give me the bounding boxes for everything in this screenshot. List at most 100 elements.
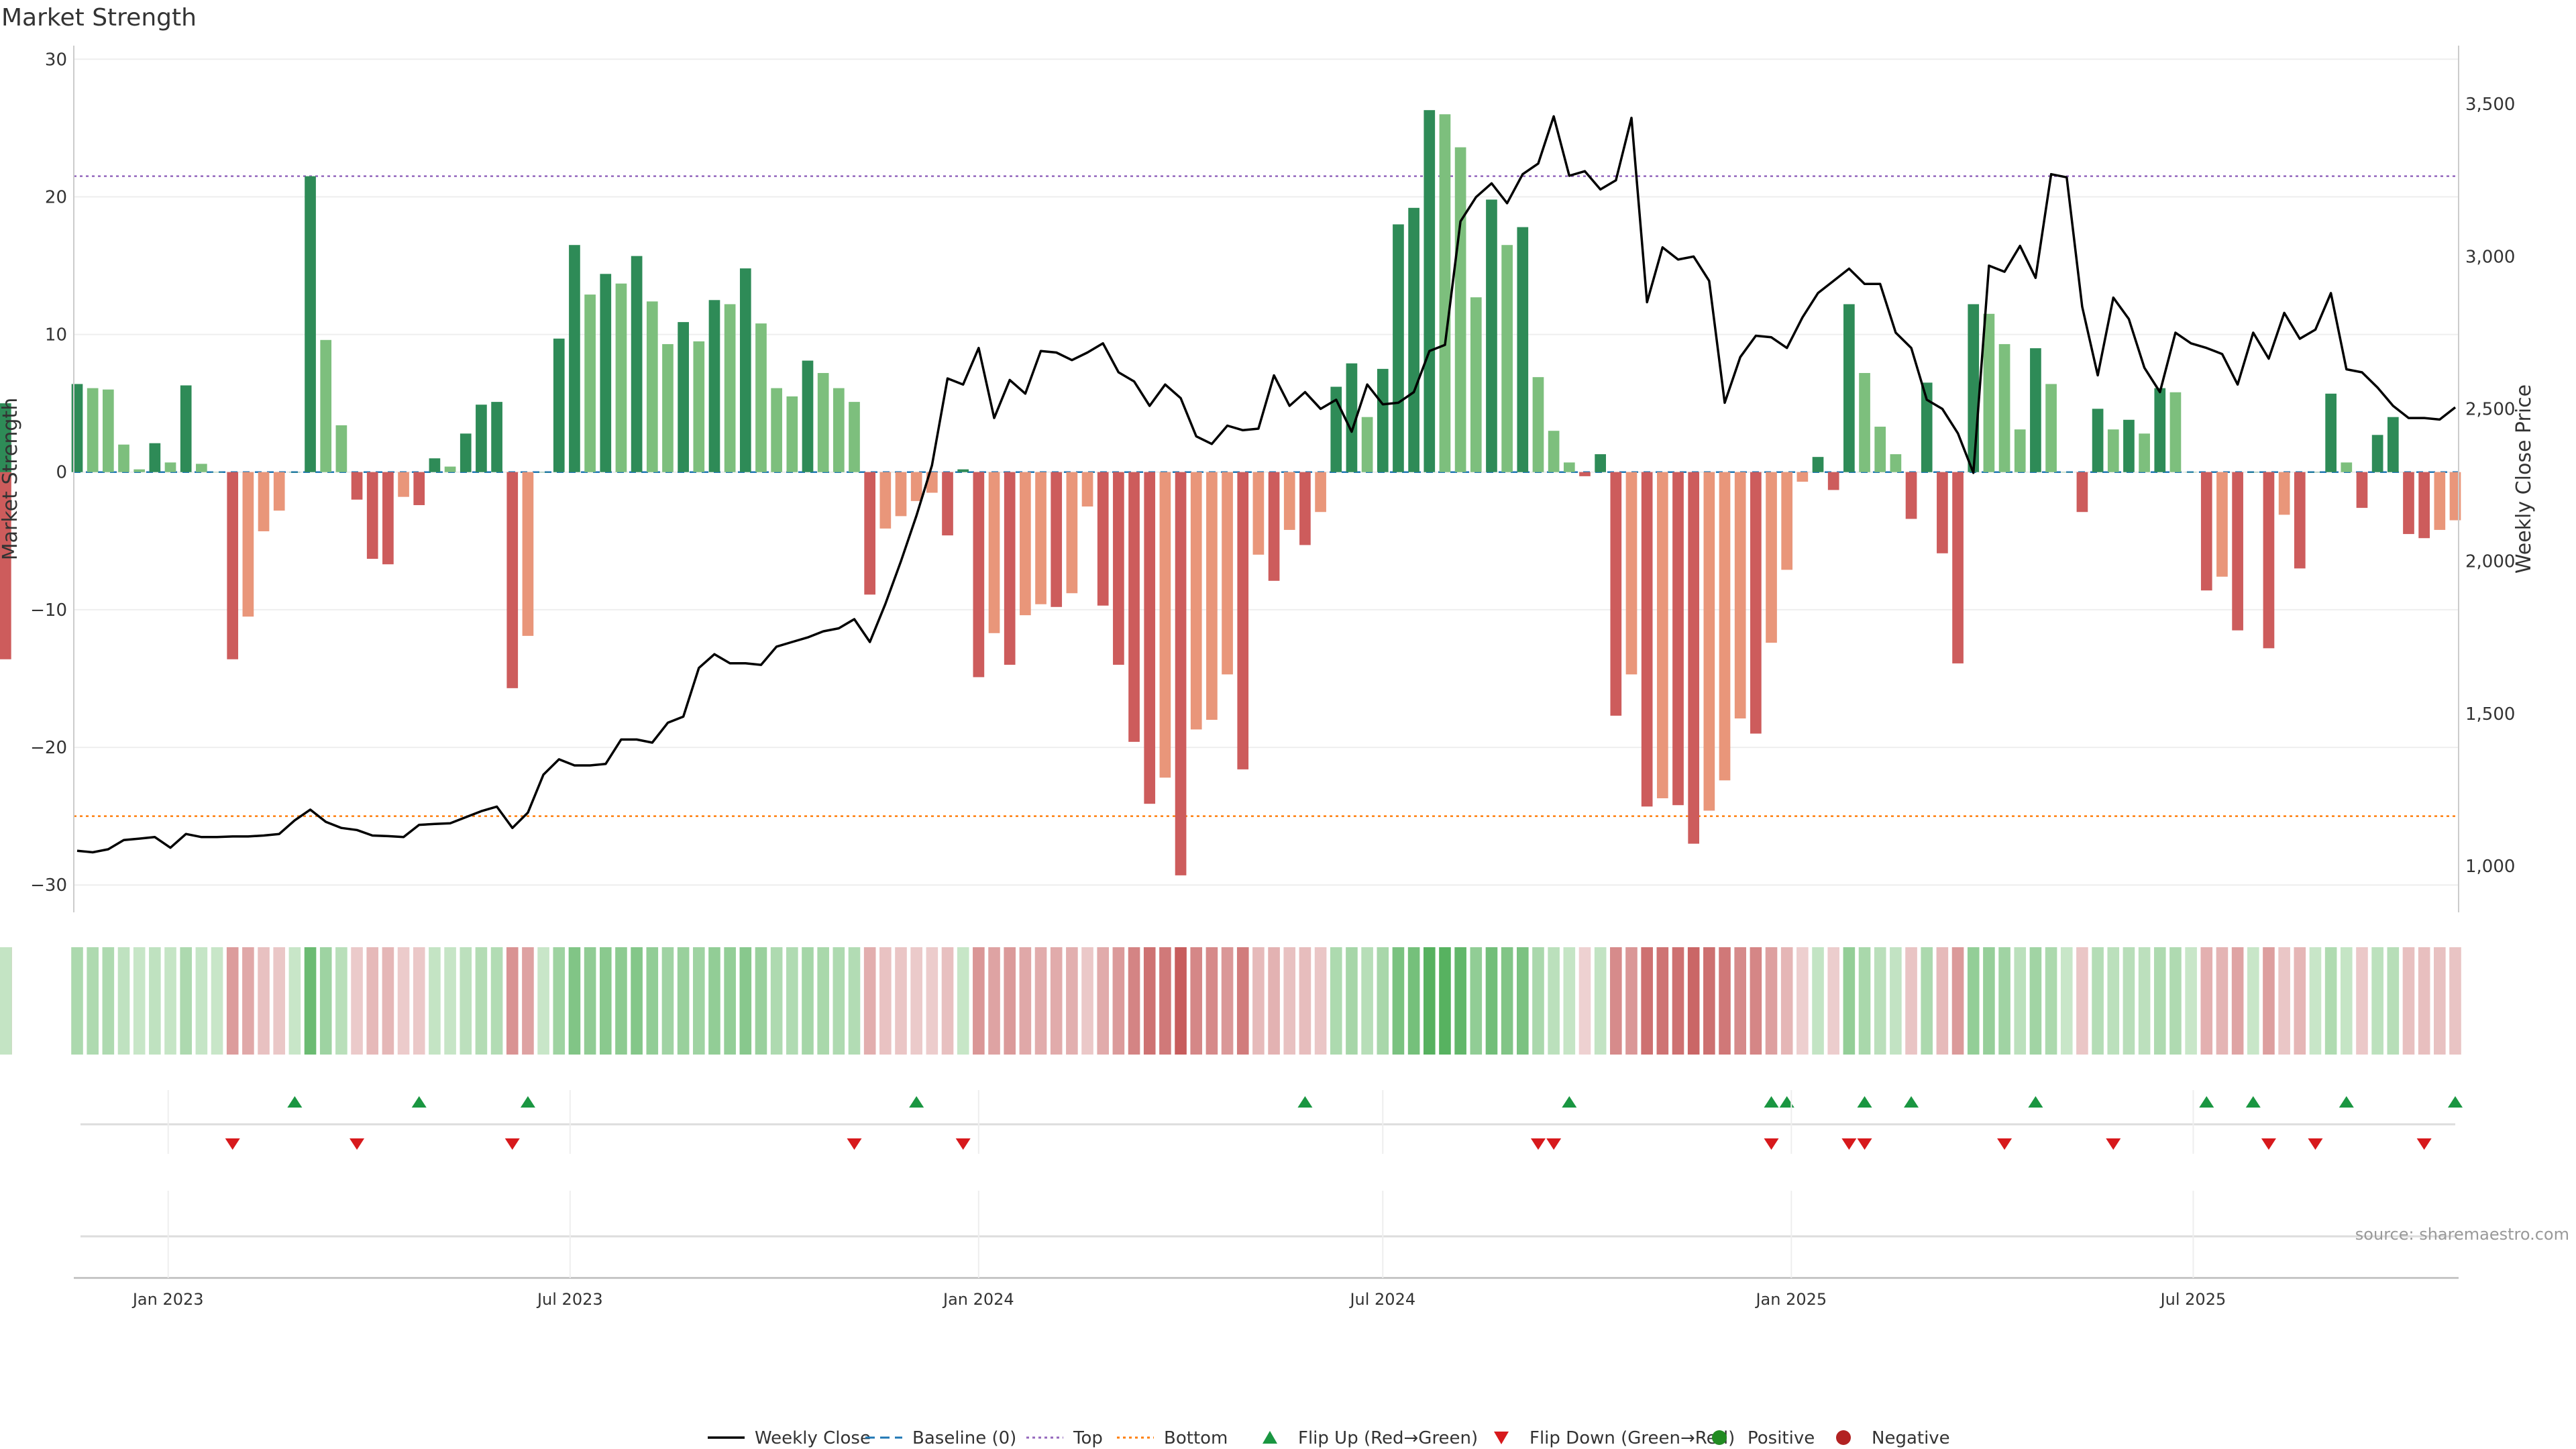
heat-cell	[973, 947, 985, 1055]
strength-bar	[1190, 472, 1202, 730]
heat-cell	[1361, 947, 1373, 1055]
strength-bar	[227, 472, 239, 659]
strength-bar	[662, 343, 674, 472]
strength-bar	[1315, 472, 1326, 513]
heat-cell	[304, 947, 317, 1055]
strength-bar	[0, 458, 11, 472]
heat-cell	[1019, 947, 1032, 1055]
heat-cell	[2278, 947, 2290, 1055]
y-tick-label: 20	[45, 187, 67, 207]
strength-bar	[460, 433, 472, 472]
strength-bar	[2356, 472, 2368, 508]
heat-cell	[117, 947, 130, 1055]
strength-bar	[429, 458, 441, 472]
heat-cell	[164, 947, 176, 1055]
heat-cell	[475, 947, 488, 1055]
strength-bars	[0, 110, 2461, 875]
heat-cell	[413, 947, 425, 1055]
flip-up-marker	[1904, 1096, 1919, 1108]
heat-cell	[2029, 947, 2042, 1055]
strength-bar	[615, 283, 627, 472]
heat-cell	[1377, 947, 1389, 1055]
strength-bar	[476, 405, 487, 472]
heat-cell	[460, 947, 472, 1055]
strength-bar	[646, 301, 658, 472]
heat-cell	[444, 947, 456, 1055]
heat-cell	[2045, 947, 2057, 1055]
strength-bar	[1222, 472, 1233, 675]
strength-bar	[1283, 472, 1295, 530]
y-tick-label: −10	[30, 600, 67, 621]
x-tick-label: Jul 2025	[2159, 1290, 2226, 1309]
heat-cell	[288, 947, 301, 1055]
y2-tick-label: 3,500	[2465, 95, 2515, 115]
heat-cell	[1236, 947, 1249, 1055]
heat-cell	[1983, 947, 1995, 1055]
heat-cell	[833, 947, 845, 1055]
strength-bar	[1719, 472, 1731, 781]
heat-cell	[102, 947, 115, 1055]
heat-cell	[755, 947, 767, 1055]
strength-bar	[1905, 472, 1917, 519]
strength-bar	[600, 274, 612, 472]
strength-bar	[1998, 343, 2010, 472]
heat-cell	[226, 947, 239, 1055]
legend-swatch	[1263, 1431, 1277, 1444]
strength-bar	[1144, 472, 1156, 804]
strength-bar	[242, 472, 254, 617]
heat-cell	[1066, 947, 1078, 1055]
strength-bar	[1393, 224, 1404, 472]
strength-bar	[149, 443, 161, 472]
heat-cell	[2294, 947, 2306, 1055]
strength-bar	[444, 466, 456, 472]
heat-cell	[366, 947, 379, 1055]
heat-cell	[1719, 947, 1731, 1055]
heat-cell	[1548, 947, 1560, 1055]
heat-cell	[1252, 947, 1265, 1055]
heat-cell	[87, 947, 99, 1055]
heat-cell	[1081, 947, 1093, 1055]
heat-cell	[1563, 947, 1576, 1055]
heat-cell	[724, 947, 736, 1055]
heat-cell	[211, 947, 223, 1055]
heat-cell	[926, 947, 938, 1055]
legend-label: Positive	[1748, 1428, 1815, 1448]
legend-label: Bottom	[1164, 1428, 1228, 1448]
heat-cell	[646, 947, 659, 1055]
heat-cell	[506, 947, 519, 1055]
strength-bar	[537, 472, 549, 473]
heat-cell	[802, 947, 814, 1055]
heat-cell	[1143, 947, 1156, 1055]
heat-cell	[2387, 947, 2400, 1055]
date-axis: Jan 2023 Jul 2023 Jan 2024 Jul 2024 Jan 2025…	[74, 1090, 2459, 1309]
strength-bar	[1097, 472, 1109, 606]
strength-bar	[305, 176, 316, 472]
heat-cell	[631, 947, 643, 1055]
strength-bar	[2200, 472, 2212, 591]
strength-bar	[864, 472, 876, 595]
strength-bar	[786, 396, 798, 472]
flip-up-marker	[1779, 1096, 1794, 1108]
flip-up-marker	[1764, 1096, 1779, 1108]
flip-down-marker	[1857, 1138, 1872, 1150]
strength-bar	[0, 472, 11, 659]
heat-cell	[382, 947, 394, 1055]
heat-cell	[2153, 947, 2166, 1055]
heat-cell	[1610, 947, 1622, 1055]
heat-cell	[1175, 947, 1187, 1055]
legend-swatch	[1494, 1432, 1509, 1444]
heat-cell	[1936, 947, 1949, 1055]
heat-cell	[1221, 947, 1234, 1055]
x-tick-label: Jan 2024	[942, 1290, 1014, 1309]
heat-cell	[599, 947, 612, 1055]
heat-cell	[429, 947, 441, 1055]
weekly-close-series	[76, 115, 2457, 854]
legend-label: Weekly Close	[755, 1428, 871, 1448]
strength-bar	[631, 256, 643, 472]
strength-bar	[1454, 147, 1466, 472]
heat-cell	[677, 947, 690, 1055]
heat-cell	[1470, 947, 1483, 1055]
heat-cell	[1268, 947, 1280, 1055]
heat-cell	[1439, 947, 1451, 1055]
